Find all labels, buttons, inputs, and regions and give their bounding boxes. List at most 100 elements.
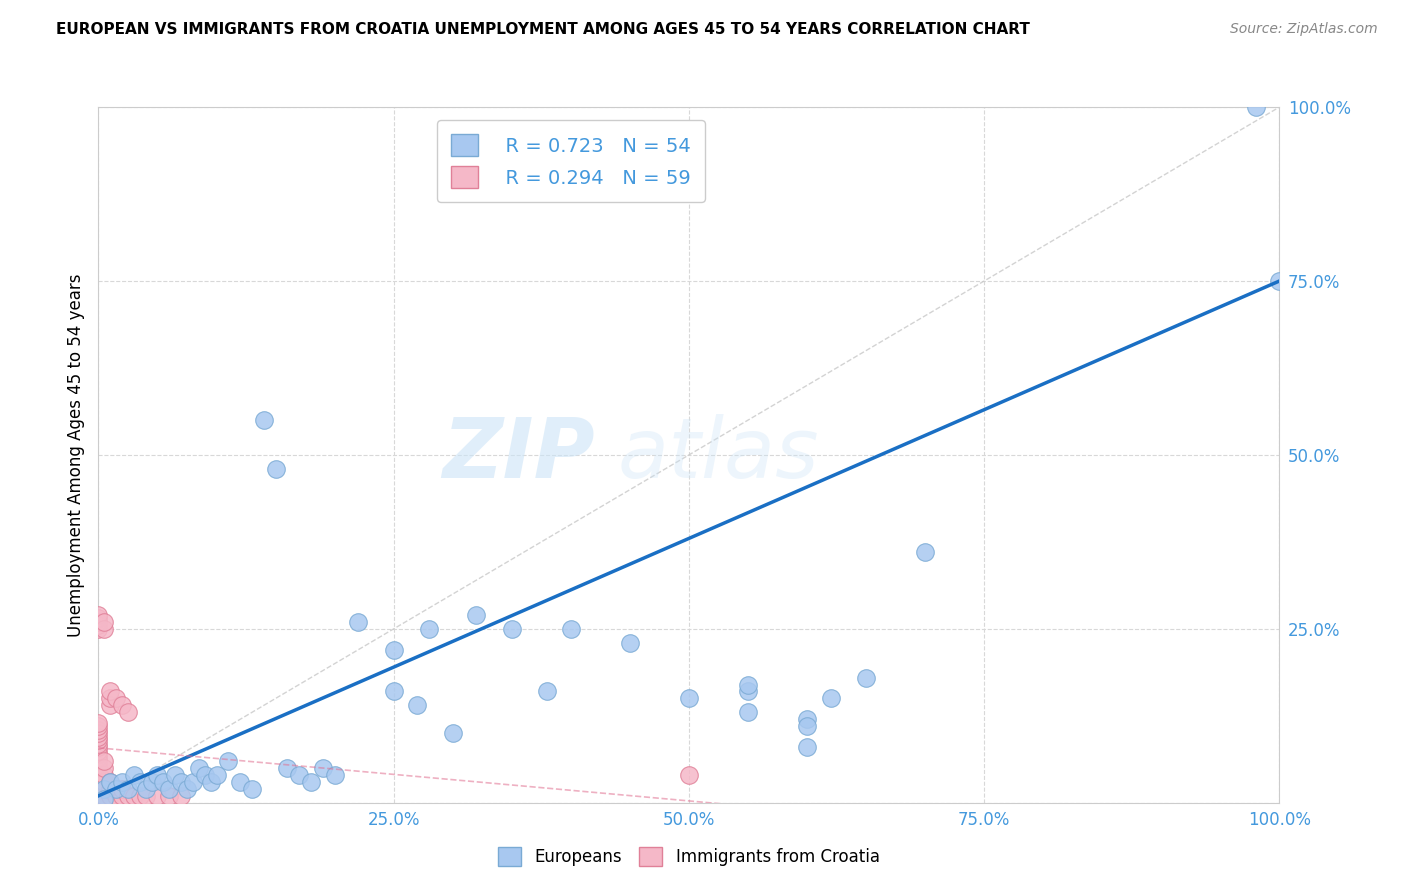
Point <box>170 775 193 789</box>
Point <box>619 636 641 650</box>
Point <box>240 781 263 796</box>
Point <box>122 789 145 803</box>
Point <box>796 740 818 755</box>
Point <box>796 712 818 726</box>
Point <box>87 754 110 768</box>
Point <box>382 684 405 698</box>
Point <box>465 607 488 622</box>
Point <box>181 775 204 789</box>
Point <box>87 796 110 810</box>
Point <box>165 768 187 782</box>
Point <box>796 719 818 733</box>
Point <box>737 684 759 698</box>
Point <box>87 607 110 622</box>
Point <box>87 761 110 775</box>
Point <box>1268 274 1291 288</box>
Point <box>105 781 128 796</box>
Point <box>128 775 150 789</box>
Y-axis label: Unemployment Among Ages 45 to 54 years: Unemployment Among Ages 45 to 54 years <box>66 273 84 637</box>
Point <box>560 622 582 636</box>
Point <box>87 781 110 796</box>
Point <box>93 761 115 775</box>
Point <box>117 789 139 803</box>
Point <box>93 789 115 803</box>
Point <box>93 615 115 629</box>
Point <box>122 768 145 782</box>
Point <box>501 622 523 636</box>
Point <box>406 698 429 713</box>
Point <box>93 768 115 782</box>
Point <box>105 789 128 803</box>
Point <box>87 764 110 779</box>
Point <box>87 772 110 786</box>
Point <box>914 545 936 559</box>
Point <box>141 775 163 789</box>
Point <box>276 761 298 775</box>
Point <box>93 754 115 768</box>
Point <box>87 730 110 744</box>
Point <box>737 677 759 691</box>
Point <box>111 775 134 789</box>
Point <box>312 761 335 775</box>
Point <box>152 775 174 789</box>
Point <box>205 768 228 782</box>
Point <box>98 775 121 789</box>
Point <box>264 462 287 476</box>
Point <box>200 775 222 789</box>
Point <box>87 719 110 733</box>
Text: atlas: atlas <box>619 415 820 495</box>
Point <box>87 789 110 803</box>
Point <box>135 789 157 803</box>
Point <box>98 691 121 706</box>
Point <box>418 622 440 636</box>
Point <box>1244 100 1267 114</box>
Point <box>87 775 110 789</box>
Point <box>855 671 877 685</box>
Point <box>157 789 180 803</box>
Point <box>87 778 110 792</box>
Point <box>170 789 193 803</box>
Point <box>176 781 198 796</box>
Point <box>117 706 139 720</box>
Point <box>98 698 121 713</box>
Point <box>87 792 110 806</box>
Point <box>117 781 139 796</box>
Point <box>87 744 110 758</box>
Point <box>288 768 311 782</box>
Point <box>87 747 110 761</box>
Point <box>87 622 110 636</box>
Point <box>146 768 169 782</box>
Point <box>157 781 180 796</box>
Point <box>135 781 157 796</box>
Text: ZIP: ZIP <box>441 415 595 495</box>
Point <box>87 796 110 810</box>
Point <box>441 726 464 740</box>
Point <box>299 775 322 789</box>
Point <box>253 413 276 427</box>
Point <box>93 622 115 636</box>
Point <box>323 768 346 782</box>
Point <box>93 775 115 789</box>
Point <box>87 618 110 632</box>
Point <box>820 691 842 706</box>
Point <box>98 775 121 789</box>
Point <box>347 615 370 629</box>
Point <box>194 768 217 782</box>
Point <box>217 754 239 768</box>
Legend: Europeans, Immigrants from Croatia: Europeans, Immigrants from Croatia <box>489 838 889 875</box>
Legend:   R = 0.723   N = 54,   R = 0.294   N = 59: R = 0.723 N = 54, R = 0.294 N = 59 <box>437 120 704 202</box>
Point <box>229 775 252 789</box>
Point <box>87 757 110 772</box>
Point <box>737 706 759 720</box>
Point <box>98 781 121 796</box>
Point <box>87 737 110 751</box>
Point <box>93 781 115 796</box>
Point <box>111 781 134 796</box>
Point <box>678 768 700 782</box>
Point <box>128 789 150 803</box>
Point <box>111 789 134 803</box>
Point <box>93 781 115 796</box>
Point <box>678 691 700 706</box>
Text: Source: ZipAtlas.com: Source: ZipAtlas.com <box>1230 22 1378 37</box>
Point <box>146 789 169 803</box>
